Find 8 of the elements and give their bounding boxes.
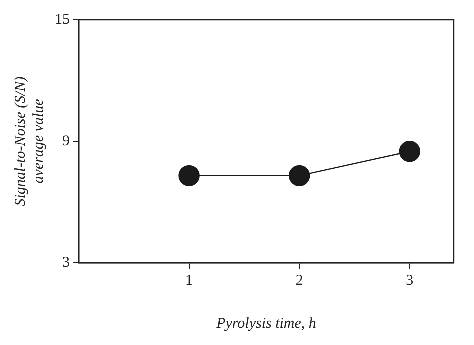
x-tick-label: 1 [186,272,194,289]
y-tick-label: 9 [62,133,70,150]
y-tick-label: 15 [55,12,70,28]
y-tick-label: 3 [62,254,70,271]
x-tick-label: 2 [296,272,304,289]
y-axis-title: Signal-to-Noise (S/N) average value [12,76,47,206]
x-axis-title: Pyrolysis time, h [216,316,316,332]
x-tick-label: 3 [406,272,414,289]
